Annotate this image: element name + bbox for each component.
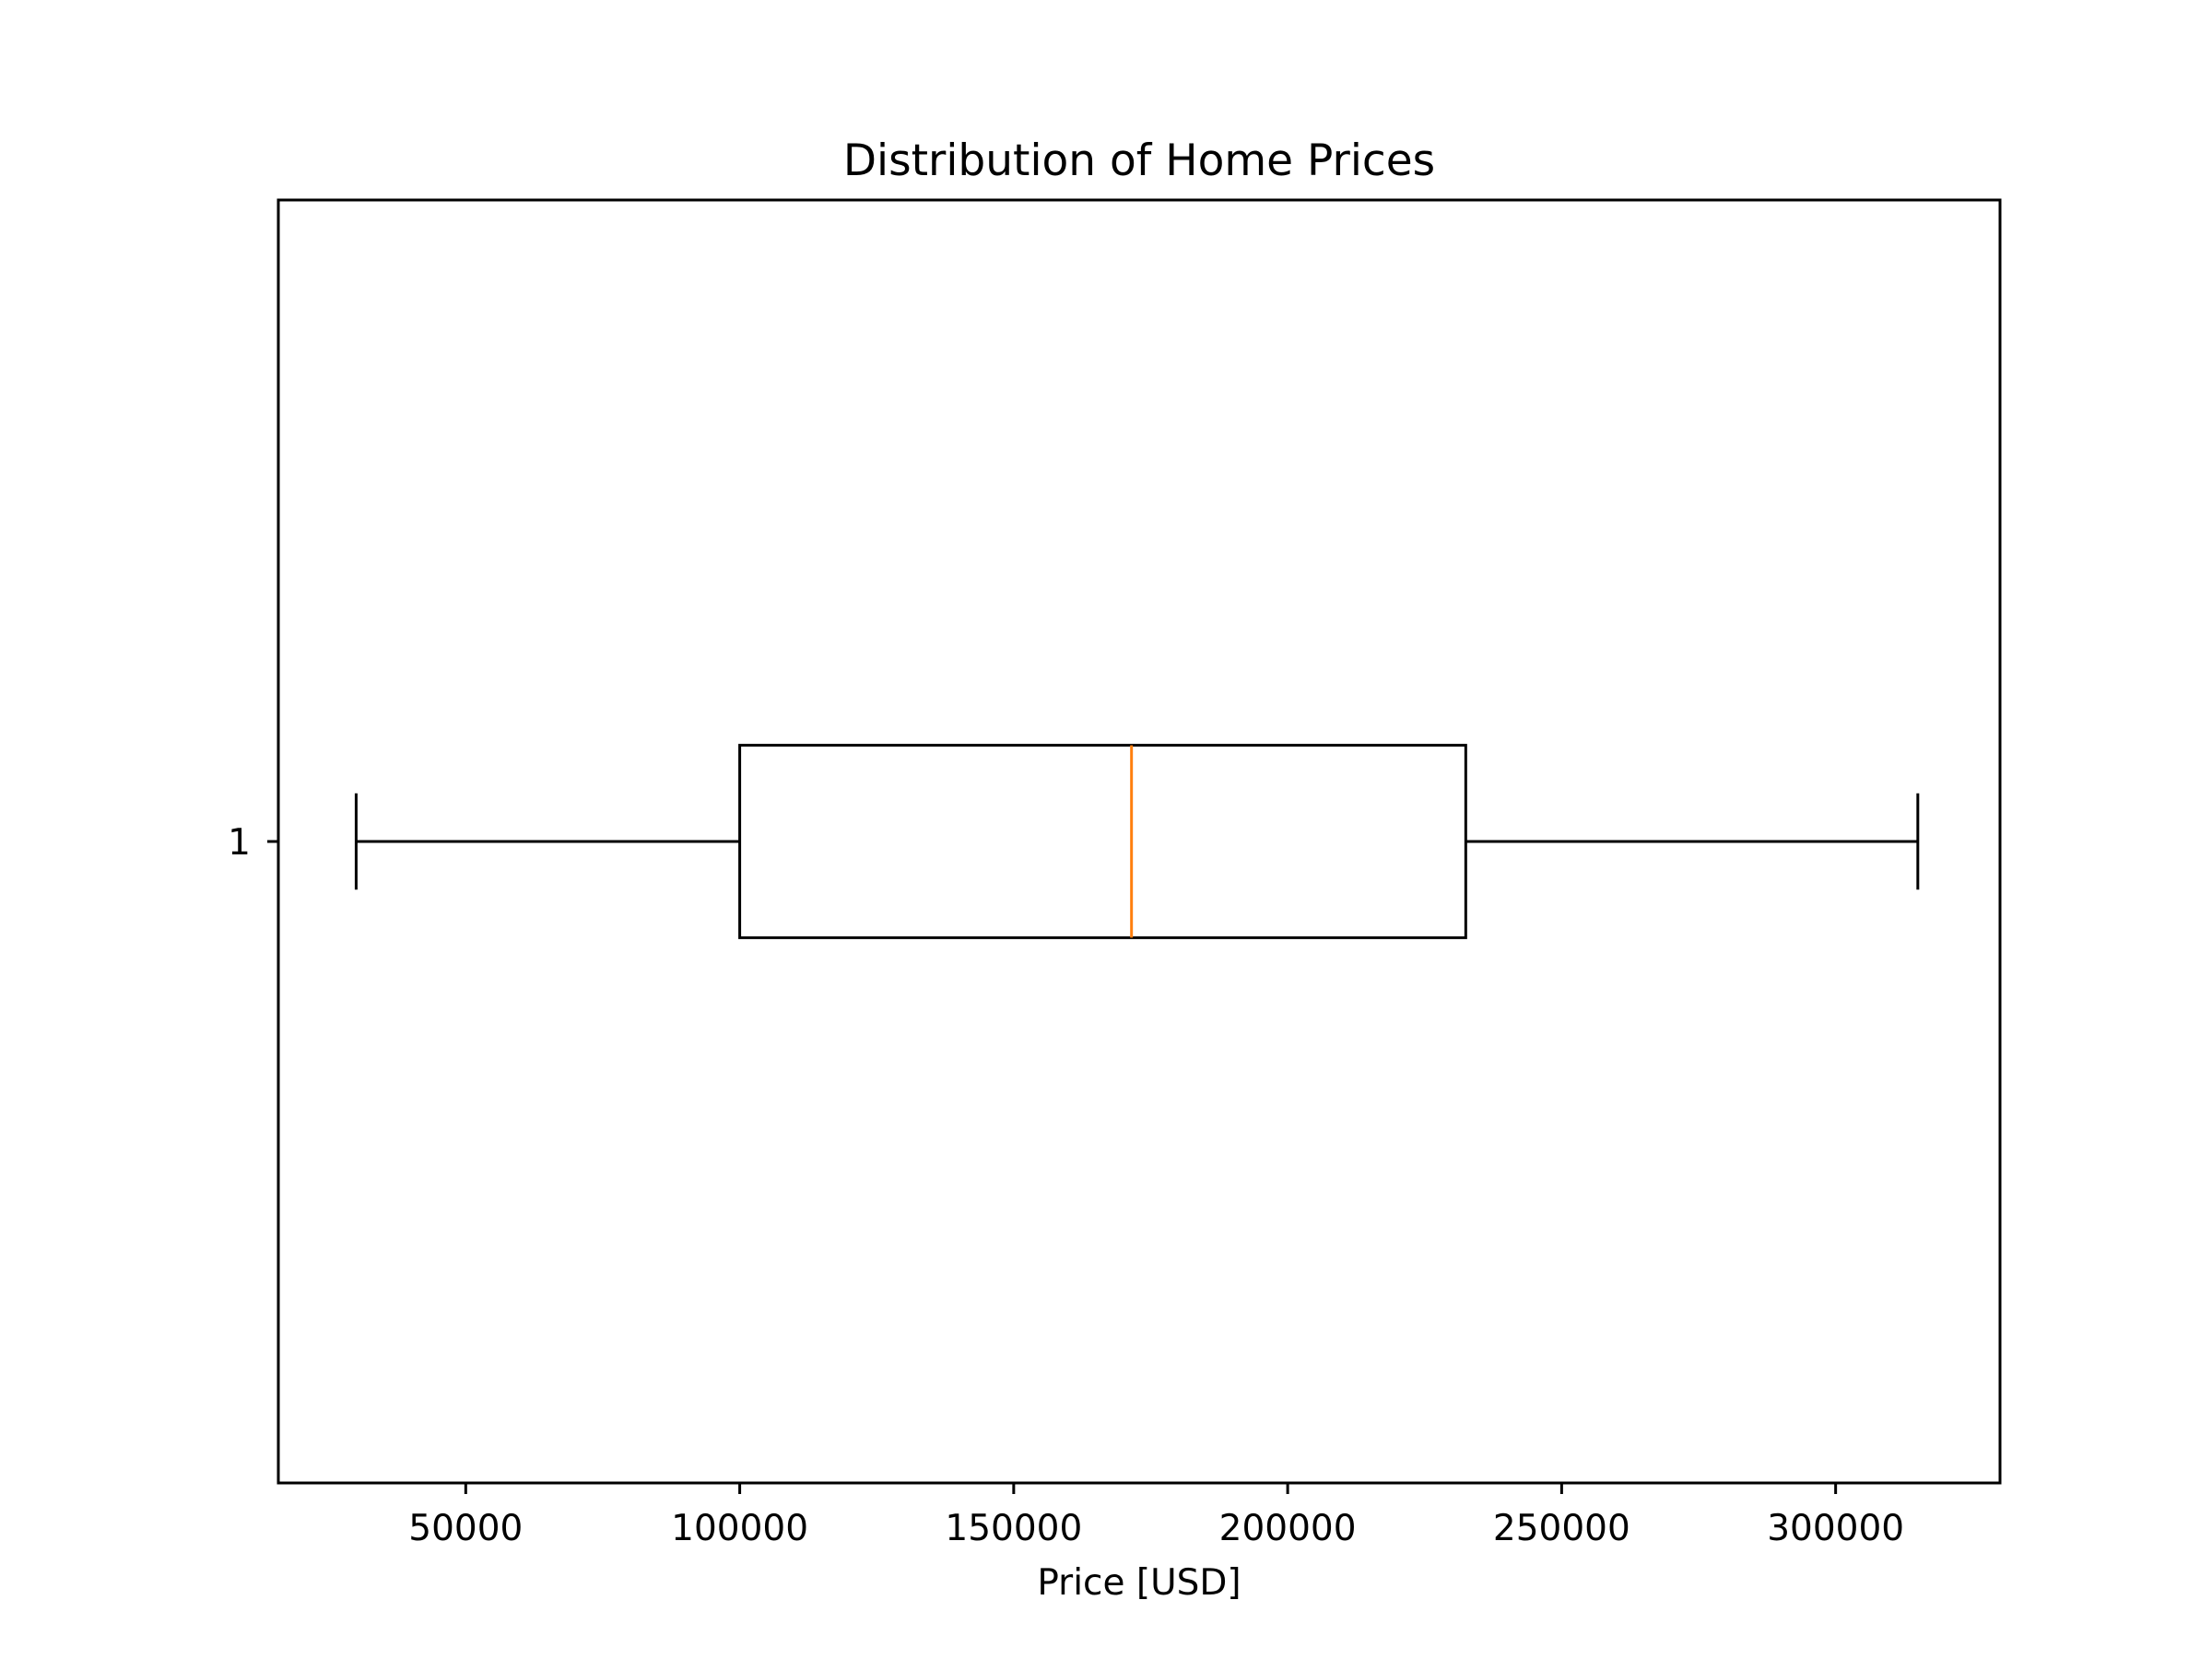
iqr-box (738, 744, 1467, 939)
x-tick-label: 200000 (1219, 1508, 1357, 1549)
x-axis-label: Price [USD] (1037, 1562, 1241, 1604)
y-tick-label: 1 (228, 822, 251, 864)
y-axis: 1 (228, 822, 278, 864)
x-axis: 50000 100000 150000 200000 250000 300000 (408, 1483, 1904, 1549)
x-tick-label: 100000 (671, 1508, 808, 1549)
x-tick-label: 50000 (408, 1508, 523, 1549)
boxplot-boxes (354, 744, 1920, 939)
chart-title: Distribution of Home Prices (843, 135, 1435, 186)
x-tick-label: 300000 (1767, 1508, 1904, 1549)
x-tick-label: 250000 (1493, 1508, 1630, 1549)
x-tick-label: 150000 (945, 1508, 1082, 1549)
